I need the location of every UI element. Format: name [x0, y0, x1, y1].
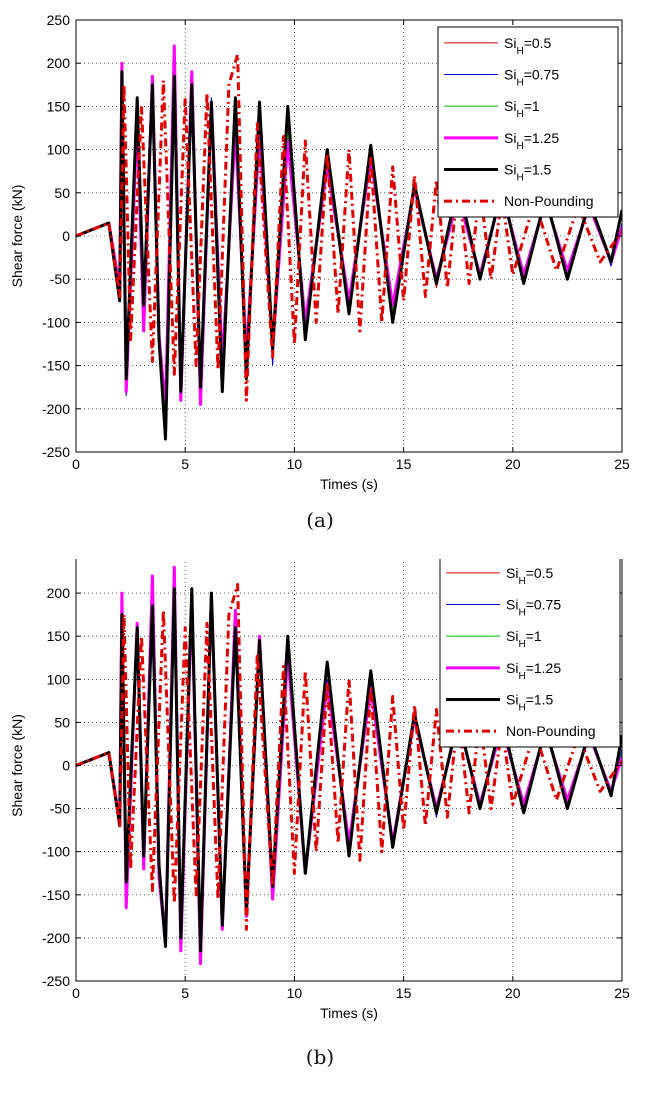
legend-label: SiH=1.25: [506, 660, 561, 682]
legend-label: Non-Pounding: [504, 193, 594, 209]
x-tick-label: 0: [72, 456, 80, 472]
legend-label: SiH=1.5: [506, 692, 554, 714]
legend-label: SiH=0.75: [504, 67, 559, 89]
y-tick-label: 100: [47, 142, 71, 158]
legend-label: SiH=0.5: [506, 565, 554, 587]
y-tick-label: -100: [42, 314, 70, 330]
x-tick-label: 10: [287, 985, 303, 1001]
legend-label: Non-Pounding: [506, 723, 596, 739]
y-tick-label: 50: [54, 714, 70, 730]
y-tick-label: 100: [47, 671, 71, 687]
x-tick-label: 15: [396, 456, 412, 472]
x-tick-label: 5: [181, 985, 189, 1001]
y-tick-label: -250: [42, 973, 70, 989]
legend-label: SiH=1.5: [504, 162, 552, 184]
panel-b-caption: (b): [305, 1045, 335, 1069]
series-line-5: [76, 583, 622, 931]
x-tick-label: 20: [505, 985, 521, 1001]
y-tick-label: -150: [42, 358, 70, 374]
y-tick-label: 150: [47, 98, 71, 114]
chart-panel-a: 250 200 150 100 50 0 -50 -100 -150 -200 -250 0 5 10 15…: [9, 12, 630, 532]
y-tick-label: -50: [50, 271, 70, 287]
y-tick-label: 50: [54, 185, 70, 201]
x-tick-label: 0: [72, 985, 80, 1001]
legend-label: SiH=0.75: [506, 597, 561, 619]
y-axis-label: Shear force (kN): [9, 185, 25, 288]
y-tick-label: -200: [42, 930, 70, 946]
legend-label: SiH=1.25: [504, 130, 559, 152]
y-axis-label: Shear force (kN): [9, 714, 25, 817]
y-tick-label: -50: [50, 801, 70, 817]
x-axis-label: Times (s): [320, 1005, 378, 1021]
y-tick-label: -250: [42, 444, 70, 460]
x-tick-label: 10: [287, 456, 303, 472]
legend-label: SiH=1: [504, 98, 540, 120]
x-tick-label: 15: [396, 985, 412, 1001]
y-tick-label: 0: [62, 758, 70, 774]
x-tick-label: 25: [614, 985, 630, 1001]
x-tick-label: 25: [614, 456, 630, 472]
y-tick-label: -150: [42, 887, 70, 903]
y-tick-label: -200: [42, 401, 70, 417]
y-tick-label: 0: [62, 228, 70, 244]
y-tick-label: 200: [47, 55, 71, 71]
legend-label: SiH=0.5: [504, 35, 552, 57]
y-tick-label: -100: [42, 844, 70, 860]
legend-label: SiH=1: [506, 628, 542, 650]
legend-box: [437, 26, 619, 218]
x-tick-label: 5: [181, 456, 189, 472]
chart-b-svg: 250200150100500-50-100-150-200-250051015…: [9, 559, 630, 1021]
panel-a-caption: (a): [306, 508, 334, 532]
chart-panel-b: 250200150100500-50-100-150-200-250051015…: [0, 559, 666, 1118]
series-line-5: [76, 53, 622, 402]
legend-box: [439, 559, 621, 748]
y-tick-label: 250: [47, 12, 71, 28]
x-tick-label: 20: [505, 456, 521, 472]
y-tick-label: 150: [47, 628, 71, 644]
y-tick-label: 200: [47, 585, 71, 601]
x-axis-label: Times (s): [320, 476, 378, 492]
